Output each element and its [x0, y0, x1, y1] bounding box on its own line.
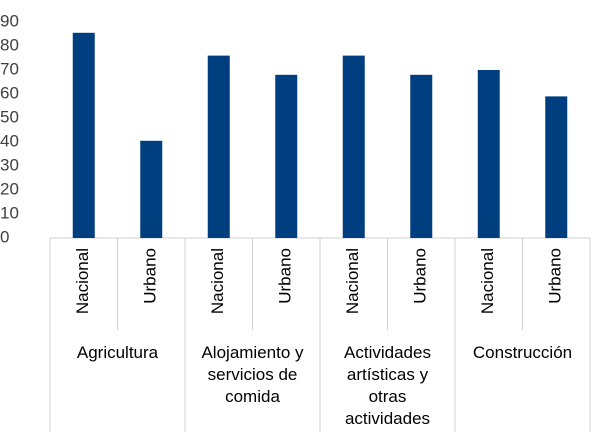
x-tick-label: Nacional [208, 248, 227, 314]
bar [545, 96, 568, 239]
x-tick-label: Urbano [411, 248, 430, 304]
bar [342, 55, 365, 238]
group-label: Agricultura [76, 343, 159, 362]
y-tick-label: 80 [0, 35, 19, 54]
y-tick-label: 0 [0, 227, 9, 246]
x-tick-label: Nacional [343, 248, 362, 314]
bar [410, 74, 433, 238]
x-tick-label: Urbano [276, 248, 295, 304]
y-tick-label: 70 [0, 59, 19, 78]
x-tick-label: Urbano [141, 248, 160, 304]
group-label: Actividades artísticas y otras actividad… [344, 343, 431, 428]
bar [207, 55, 230, 238]
bar [275, 74, 298, 238]
y-tick-label: 90 [0, 11, 19, 30]
y-tick-label: 60 [0, 83, 19, 102]
bar [72, 32, 95, 238]
y-tick-label: 20 [0, 179, 19, 198]
y-tick-label: 50 [0, 107, 19, 126]
y-tick-label: 40 [0, 131, 19, 150]
x-tick-label: Urbano [546, 248, 565, 304]
group-label: Construcción [472, 343, 573, 362]
x-tick-label: Nacional [478, 248, 497, 314]
bar [140, 140, 163, 238]
bar [477, 70, 500, 238]
y-tick-label: 30 [0, 155, 19, 174]
y-tick-label: 10 [0, 203, 19, 222]
x-tick-label: Nacional [73, 248, 92, 314]
group-label: Alojamiento y servicios de comida [201, 343, 304, 406]
